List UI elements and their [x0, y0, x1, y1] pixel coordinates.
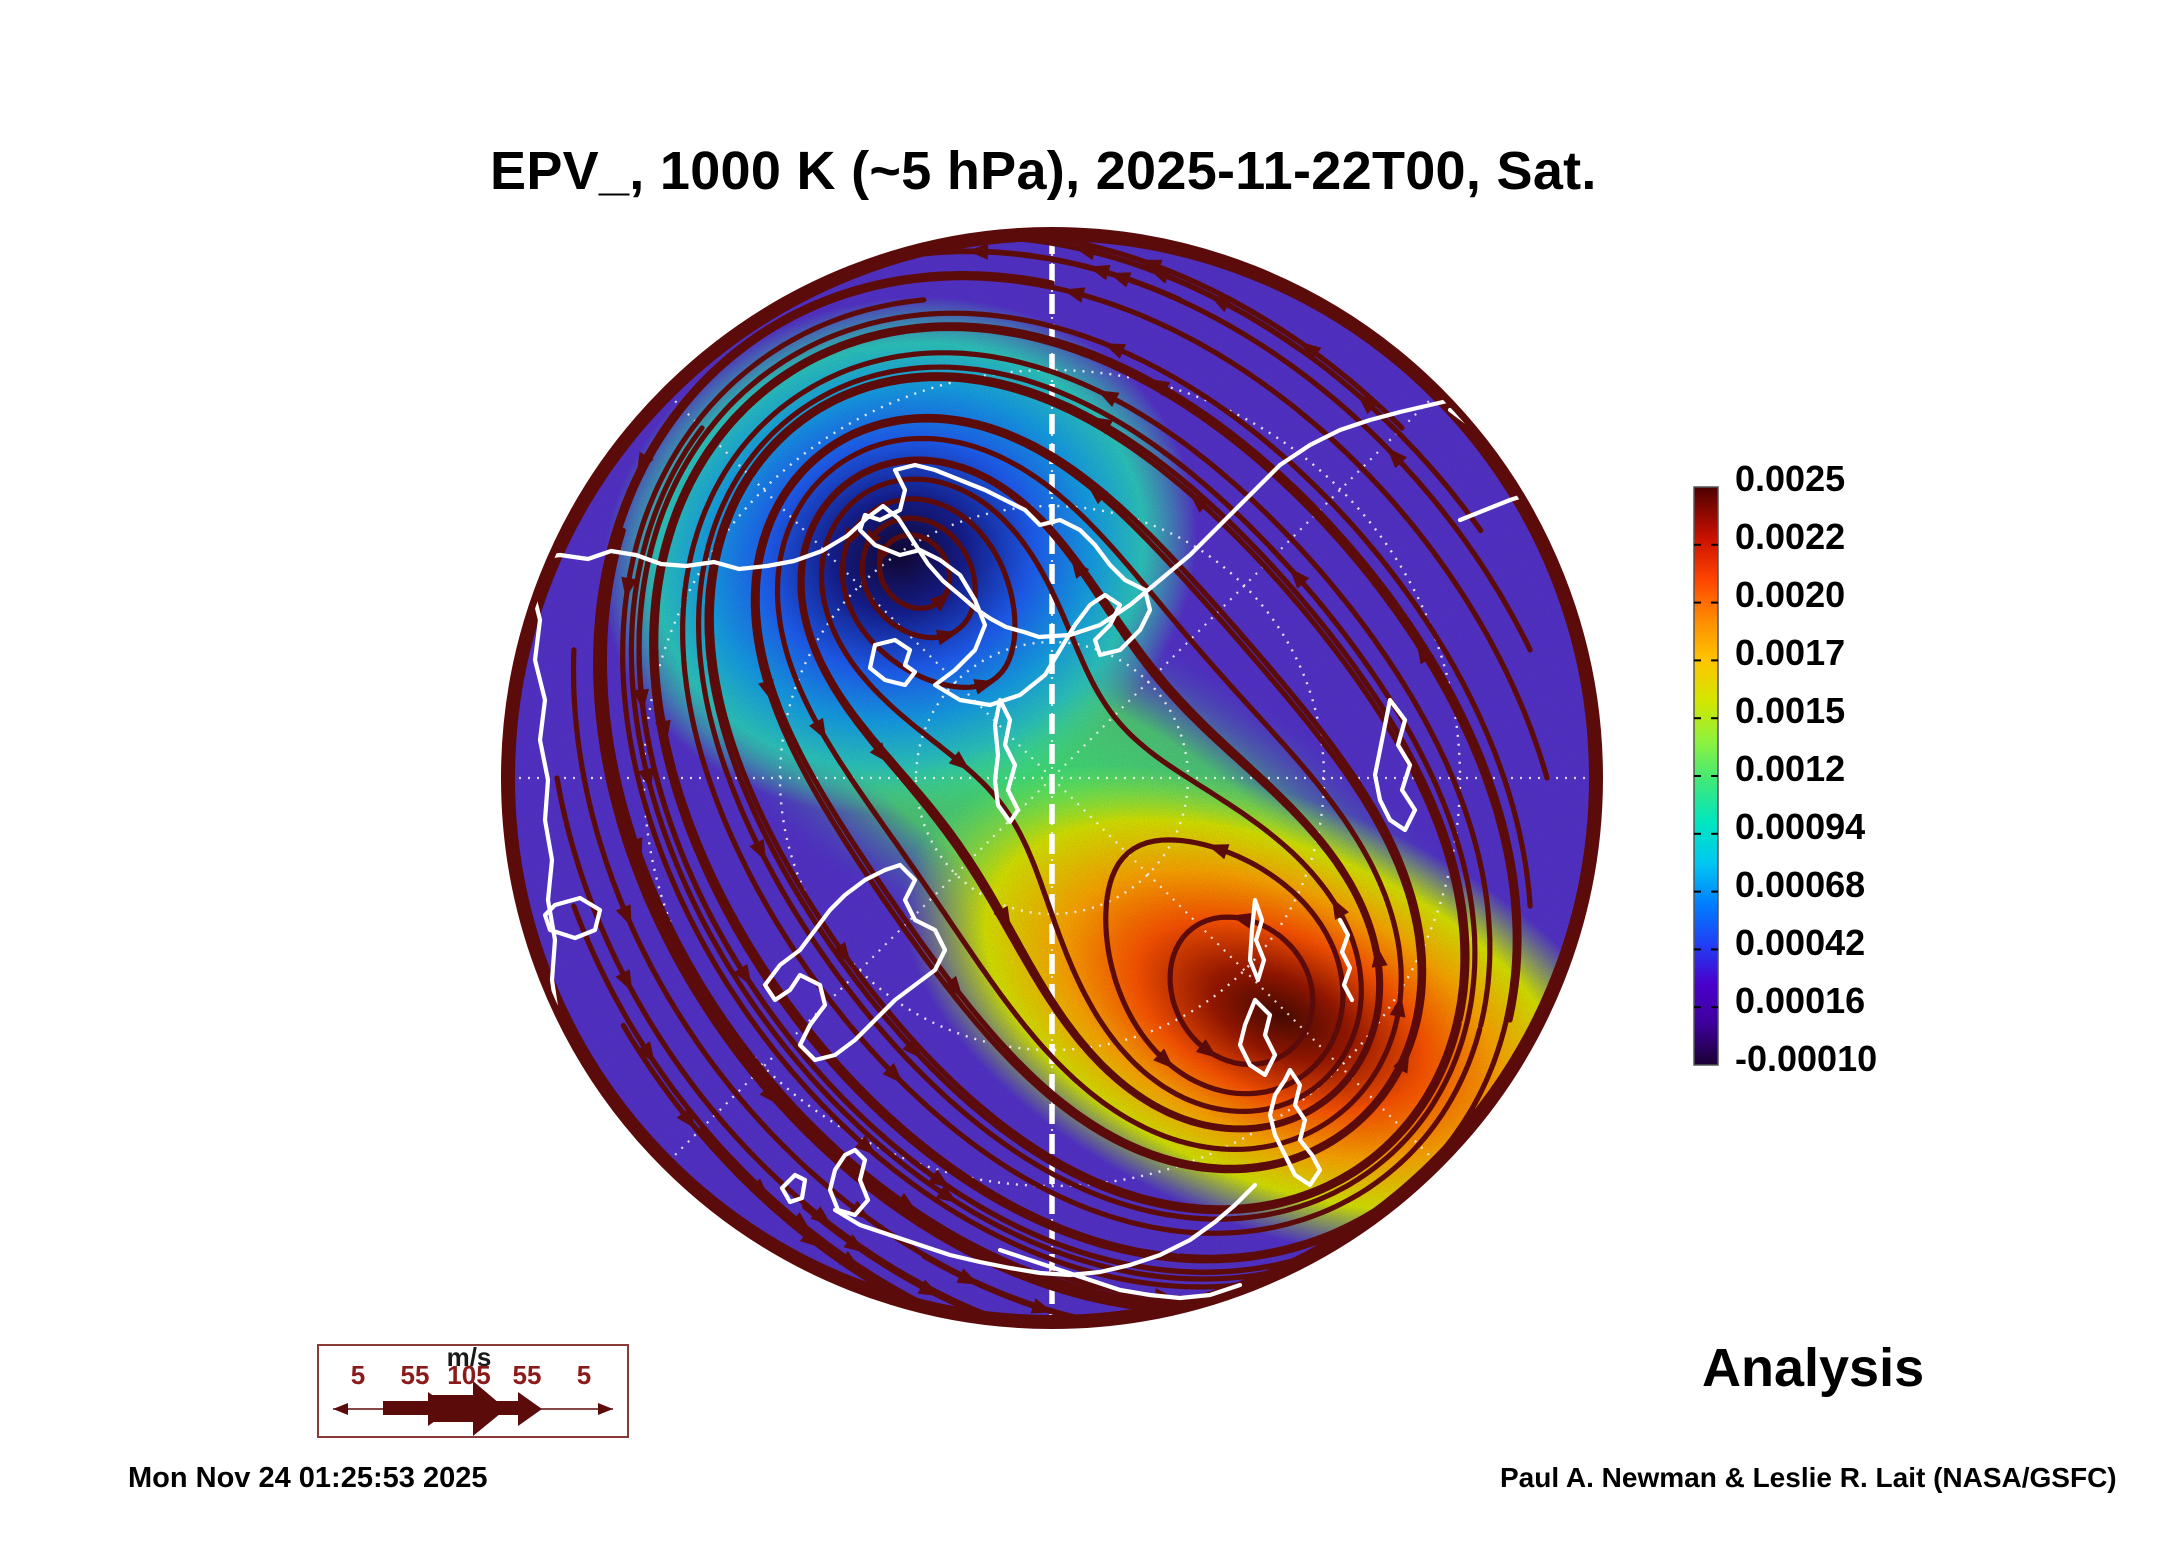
svg-text:55: 55 [401, 1360, 430, 1390]
svg-text:5: 5 [351, 1360, 365, 1390]
svg-text:5: 5 [577, 1360, 591, 1390]
svg-text:105: 105 [447, 1360, 490, 1390]
svg-text:55: 55 [513, 1360, 542, 1390]
